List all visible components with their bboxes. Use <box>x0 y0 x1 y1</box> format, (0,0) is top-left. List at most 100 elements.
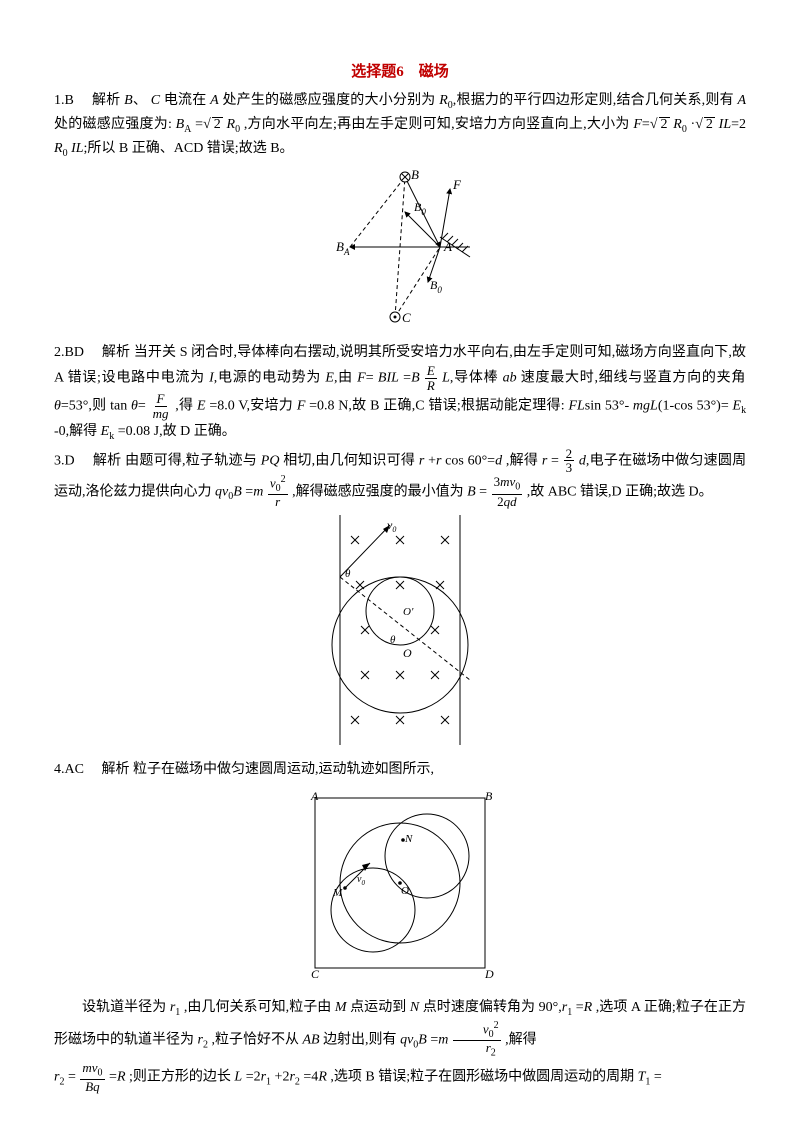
q2-t12: -0,解得 <box>54 424 101 439</box>
sqrt-icon <box>203 117 211 132</box>
q4-t17: ,选项 B 错误;粒子在圆形磁场中做圆周运动的周期 <box>330 1070 637 1085</box>
q4-fBq: Bq <box>85 1079 99 1094</box>
q4-t3: ,由几何关系可知,粒子由 <box>184 1000 335 1015</box>
q3-f3d: d <box>510 494 517 509</box>
svg-text:v0: v0 <box>357 874 365 887</box>
q3-num: 3.D <box>54 453 75 468</box>
q2-F: F <box>357 371 366 386</box>
q3-frac23: 23 <box>564 447 575 475</box>
q3-figure: v0 θ θ O O' <box>54 515 746 753</box>
q2-L2: L <box>442 371 450 386</box>
q2-th: θ <box>54 399 61 414</box>
q2-t7: ,得 <box>175 399 197 414</box>
q4-fr2s: 2 <box>491 1048 496 1059</box>
q1-eqA: = <box>195 117 203 132</box>
q3-PQ: PQ <box>261 453 280 468</box>
q4-r1ds: 1 <box>266 1077 271 1088</box>
q4-m: m <box>438 1032 448 1047</box>
q4-t5: 点时速度偏转角为 90°, <box>423 1000 562 1015</box>
q3-t3: + <box>428 453 436 468</box>
svg-text:BA: BA <box>336 239 350 257</box>
q2-B2: B <box>411 371 420 386</box>
q2-eq1b: = <box>403 371 411 386</box>
page-title: 选择题6 磁场 <box>54 60 746 84</box>
q2-E: E <box>325 371 334 386</box>
q2-L: L <box>391 371 399 386</box>
q4-t12: = <box>109 1070 117 1085</box>
q3-lth: θ <box>345 568 351 580</box>
q2-Ek: E <box>733 399 742 414</box>
sqrt-icon2 <box>650 117 658 132</box>
svg-text:B0: B0 <box>414 200 426 217</box>
q1-F: F <box>633 117 642 132</box>
q2-t13: =0.08 J,故 D 正确。 <box>118 424 236 439</box>
q3-fracv2r: v02r <box>268 475 288 509</box>
q4-line2: 设轨道半径为 r1 ,由几何关系可知,粒子由 M 点运动到 N 点时速度偏转角为… <box>54 997 746 1059</box>
q1-sqrt2a: 2 <box>212 117 223 132</box>
lbl-A: A <box>443 239 452 254</box>
q1-t8: · <box>687 117 695 132</box>
q4-fm: m <box>82 1060 91 1075</box>
q4-fv2s: 0 <box>98 1068 103 1079</box>
q1-t1: 解析 <box>92 93 124 108</box>
q4-r2s: 2 <box>203 1039 208 1050</box>
q1-varB: B <box>124 93 133 108</box>
q3-q: q <box>215 484 222 499</box>
q1-varC: C <box>151 93 160 108</box>
q2-fracE: E <box>427 363 435 378</box>
q1-sqrt2c: 2 <box>704 117 715 132</box>
q1-BAs: A <box>184 124 191 135</box>
q4-AB: AB <box>302 1032 319 1047</box>
q3-d: d <box>495 453 502 468</box>
q2-eq1a: = <box>366 371 374 386</box>
q4-diagram: A B C D M N O v0 <box>285 788 515 983</box>
q1-t9: =2 <box>731 117 746 132</box>
q4-T1s: 1 <box>645 1077 650 1088</box>
lbl-BAs: A <box>343 247 350 257</box>
q3-line: 3.D 解析 由题可得,粒子轨迹与 PQ 相切,由几何知识可得 r +r cos… <box>54 447 746 509</box>
q1-t10: ;所以 B 正确、ACD 错误;故选 B。 <box>84 141 294 156</box>
q2-FL: FL <box>568 399 584 414</box>
q4-fracv2r: v02r2 <box>453 1021 501 1060</box>
q1-t2: 、 <box>133 93 147 108</box>
q3-lv0s: 0 <box>392 525 396 534</box>
q2-Eks: k <box>741 406 746 417</box>
q3-t8: ,解得磁感应强度的最小值为 <box>292 484 467 499</box>
q4-line3: r2 = mv0Bq =R ;则正方形的边长 L =2r1 +2r2 =4R ,… <box>54 1061 746 1094</box>
q4-t11: = <box>68 1070 76 1085</box>
q1-line1: 1.B 解析 B、 C 电流在 A 处产生的磁感应强度的大小分别为 R0,根据力… <box>54 90 746 161</box>
q1-t4: 处产生的磁感应强度的大小分别为 <box>219 93 439 108</box>
q4-fracmvBq: mv0Bq <box>80 1061 104 1094</box>
q3-sq: 2 <box>281 474 286 485</box>
q2-t10: sin 53°- <box>585 399 629 414</box>
q2-fracR: R <box>427 378 435 393</box>
q3-r3: r <box>542 453 547 468</box>
q1-t7: ,方向水平向左;再由左手定则可知,安培力方向竖直向上,大小为 <box>244 117 634 132</box>
lbl-BA: B <box>336 239 344 254</box>
q4-t8: ,粒子恰好不从 <box>211 1032 302 1047</box>
q4-t1: 解析 粒子在磁场中做匀速圆周运动,运动轨迹如图所示, <box>101 762 434 777</box>
q2-E2: E <box>197 399 206 414</box>
q3-eq1a: = <box>245 484 253 499</box>
q3-r: r <box>419 453 424 468</box>
q1-varA2: A <box>738 93 747 108</box>
q1-sqrt2b: 2 <box>659 117 670 132</box>
lbl-B: B <box>411 167 419 182</box>
q2-fracF: F <box>157 391 165 406</box>
svg-text:B0: B0 <box>430 278 442 295</box>
q3-f23n: 2 <box>564 447 575 462</box>
q1-R0ds: 0 <box>63 147 68 158</box>
q2-th2: θ <box>131 399 138 414</box>
q1-BA: B <box>176 117 185 132</box>
q1-IL: IL <box>719 117 731 132</box>
q4-lM: M <box>332 887 343 899</box>
q2-t11: (1-cos 53°)= <box>658 399 729 414</box>
q2-Ek2s: k <box>109 431 114 442</box>
q2-fracmg: mg <box>153 406 169 421</box>
q2-ab: ab <box>503 371 517 386</box>
q3-t4: cos 60°= <box>445 453 495 468</box>
q1-R0d: R <box>54 141 63 156</box>
q4-r1bs: 1 <box>567 1007 572 1018</box>
q1-t5: ,根据力的平行四边形定则,结合几何关系,则有 <box>453 93 738 108</box>
q2-num: 2.BD <box>54 345 84 360</box>
